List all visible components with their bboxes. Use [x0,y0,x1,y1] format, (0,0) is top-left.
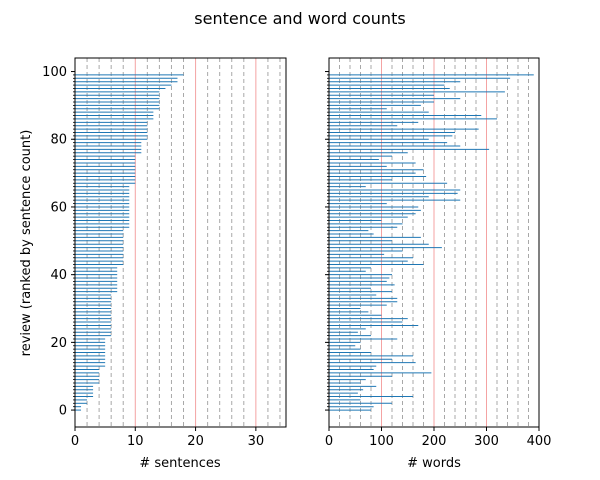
x-tick-label: 400 [527,434,552,449]
y-tick-label: 60 [50,200,67,215]
y-tick-label: 20 [50,336,67,351]
x-tick-label: 30 [248,434,265,449]
y-axis-label: review (ranked by sentence count) [19,130,34,357]
x-axis-label-words: # words [407,456,461,471]
sentences-panel: 0 10 20 30 0 20 40 60 80 100 [42,57,287,449]
x-axis-label-sentences: # sentences [139,456,221,471]
y-tick-label: 100 [42,65,67,80]
y-tick-label: 40 [50,268,67,283]
x-tick-label: 200 [422,434,447,449]
x-tick-label: 100 [369,434,394,449]
x-tick-label: 20 [187,434,204,449]
x-tick-label: 10 [127,434,144,449]
y-tick-label: 0 [59,404,67,419]
axes-frame [74,57,287,428]
words-panel: 0 100 200 300 400 [325,57,552,449]
chart-title: sentence and word counts [194,9,405,28]
x-tick-label: 0 [325,434,333,449]
x-tick-label: 300 [474,434,499,449]
x-tick-label: 0 [71,434,79,449]
y-tick-label: 80 [50,133,67,148]
